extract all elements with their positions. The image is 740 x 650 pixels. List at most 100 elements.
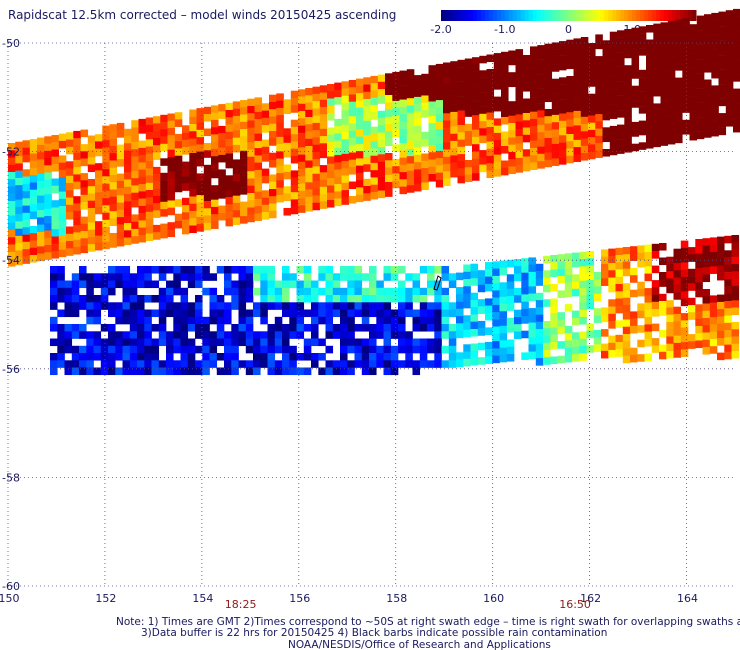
swath-cell xyxy=(724,272,732,280)
swath-cell xyxy=(528,264,537,273)
swath-cell xyxy=(160,209,168,217)
swath-cell xyxy=(129,295,138,303)
swath-cell xyxy=(472,78,480,87)
swath-cell xyxy=(651,301,660,310)
swath-cell xyxy=(124,157,132,166)
swath-cell xyxy=(276,93,284,101)
swath-cell xyxy=(551,42,560,50)
swath-cell xyxy=(269,181,277,190)
swath-cell xyxy=(370,191,379,200)
swath-cell xyxy=(711,85,719,93)
swath-cell xyxy=(282,280,290,289)
swath-cell xyxy=(399,135,408,144)
swath-cell xyxy=(58,213,67,221)
swath-cell xyxy=(725,10,734,18)
swath-cell xyxy=(464,123,473,132)
swath-cell xyxy=(617,73,625,82)
swath-cell xyxy=(470,300,479,308)
swath-cell xyxy=(435,85,444,94)
swath-cell xyxy=(274,295,283,303)
swath-cell xyxy=(158,367,167,376)
swath-cell xyxy=(696,37,705,45)
swath-cell xyxy=(22,183,31,192)
swath-cell xyxy=(535,343,544,352)
swath-cell xyxy=(412,287,421,296)
swath-cell xyxy=(224,353,232,361)
swath-cell xyxy=(195,360,203,368)
swath-cell xyxy=(377,161,386,170)
swath-cell xyxy=(73,225,81,233)
swath-cell xyxy=(327,178,335,186)
swath-cell xyxy=(276,165,284,174)
swath-cell xyxy=(340,309,348,318)
swath-cell xyxy=(73,152,81,161)
swath-cell xyxy=(298,125,306,134)
swath-cell xyxy=(319,172,328,180)
swath-cell xyxy=(303,295,312,303)
swath-cell xyxy=(100,345,109,354)
swath-cell xyxy=(419,309,428,318)
swath-cell xyxy=(369,353,377,361)
swath-cell xyxy=(327,200,335,208)
swath-cell xyxy=(659,301,667,309)
swath-cell xyxy=(506,346,515,355)
swath-cell xyxy=(298,154,306,163)
swath-cell xyxy=(622,348,631,357)
swath-cell xyxy=(704,79,712,88)
swath-cell xyxy=(667,20,676,29)
swath-cell xyxy=(602,112,611,121)
swath-cell xyxy=(434,287,442,296)
swath-cell xyxy=(196,180,205,189)
swath-cell xyxy=(319,179,328,188)
swath-cell xyxy=(695,275,703,283)
swath-cell xyxy=(595,70,603,79)
swath-cell xyxy=(240,201,248,210)
colorbar-step xyxy=(648,10,653,21)
swath-cell xyxy=(499,340,508,348)
swath-cell xyxy=(334,147,342,156)
swath-cell xyxy=(218,104,226,112)
swath-cell xyxy=(696,51,705,60)
swath-cell xyxy=(443,84,451,92)
swath-cell xyxy=(80,231,89,239)
x-tick-label: 158 xyxy=(386,592,407,605)
swath-cell xyxy=(80,158,89,167)
swath-cell xyxy=(711,99,719,108)
swath-cell xyxy=(153,195,161,204)
swath-cell xyxy=(290,90,299,99)
swath-cell xyxy=(385,87,393,96)
swath-cell xyxy=(448,353,457,361)
swath-cell xyxy=(196,115,205,123)
swath-cell xyxy=(64,367,73,376)
swath-cell xyxy=(537,66,545,75)
swath-cell xyxy=(659,330,667,338)
swath-cell xyxy=(385,138,393,147)
swath-cell xyxy=(406,83,415,92)
swath-cell xyxy=(550,320,558,328)
swath-cell xyxy=(260,345,268,354)
swath-cell xyxy=(211,214,219,222)
swath-cell xyxy=(659,351,667,360)
swath-cell xyxy=(369,367,377,376)
swath-cell xyxy=(361,360,370,368)
swath-cell xyxy=(245,345,254,354)
swath-cell xyxy=(80,202,89,210)
swath-cell xyxy=(718,55,727,63)
swath-cell xyxy=(122,345,131,354)
swath-cell xyxy=(240,208,248,217)
swath-cell xyxy=(37,231,45,240)
swath-cell xyxy=(535,300,544,308)
swath-cell xyxy=(725,53,734,62)
swath-cell xyxy=(225,153,234,162)
swath-cell xyxy=(290,97,299,106)
swath-cell xyxy=(160,143,168,152)
swath-cell xyxy=(131,199,139,208)
swath-cell xyxy=(129,287,138,296)
swath-cell xyxy=(472,165,480,174)
swath-cell xyxy=(145,175,154,184)
swath-cell xyxy=(29,168,38,176)
swath-cell xyxy=(289,280,297,289)
swath-cell xyxy=(696,44,705,53)
swath-cell xyxy=(499,267,508,276)
swath-cell xyxy=(675,77,683,86)
